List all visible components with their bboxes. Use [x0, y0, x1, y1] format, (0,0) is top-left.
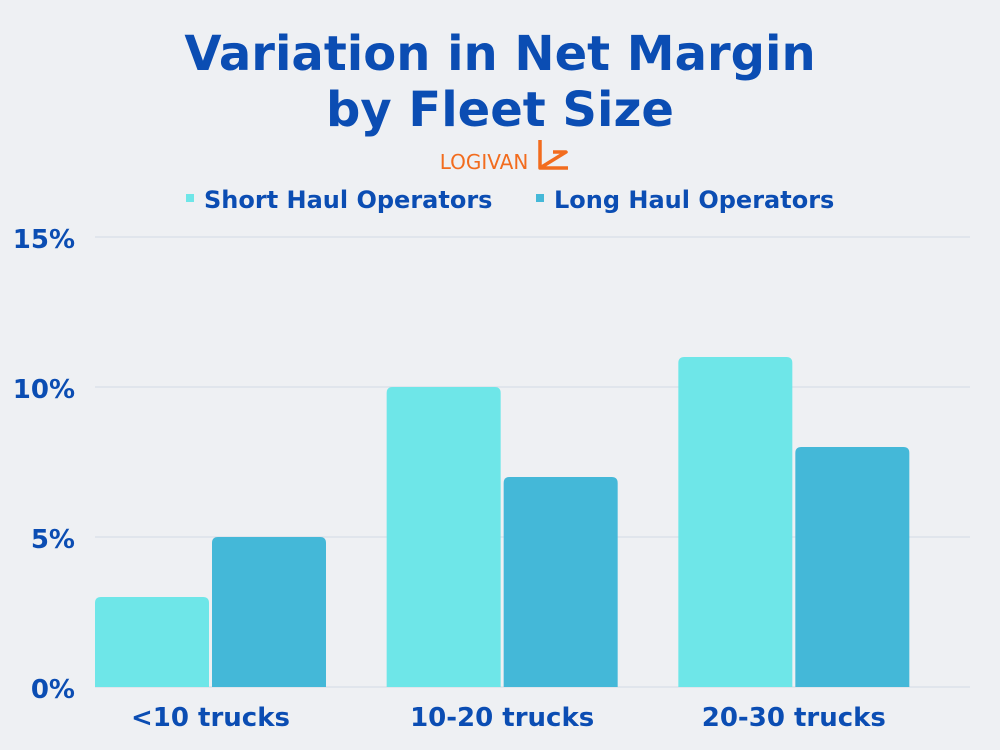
bar-long-haul-0	[212, 537, 326, 687]
legend-label: Short Haul Operators	[204, 186, 492, 214]
legend-swatch	[186, 194, 194, 202]
bar-short-haul-2	[678, 357, 793, 687]
y-axis-ticks: 0% 5% 10% 15%	[13, 225, 75, 705]
legend: Short Haul Operators Long Haul Operators	[186, 186, 834, 214]
brand-arrow-icon	[538, 140, 568, 170]
bar-short-haul-0	[95, 597, 209, 687]
bar-long-haul-1	[503, 477, 618, 687]
bar-short-haul-1	[386, 387, 501, 687]
y-tick-label: 5%	[31, 525, 75, 555]
x-axis-ticks: <10 trucks 10-20 trucks 20-30 trucks	[131, 703, 886, 733]
y-tick-label: 15%	[13, 225, 75, 255]
chart-title-line-2: by Fleet Size	[326, 82, 674, 138]
chart-title-line-1: Variation in Net Margin	[184, 26, 815, 82]
brand-logo-text: LOGIVAN	[440, 150, 529, 174]
brand-logo: LOGIVAN	[440, 140, 568, 174]
y-tick-label: 10%	[13, 375, 75, 405]
x-tick-label: 20-30 trucks	[702, 703, 886, 733]
x-tick-label: <10 trucks	[131, 703, 290, 733]
y-tick-label: 0%	[31, 675, 75, 705]
legend-swatch	[536, 194, 544, 202]
x-tick-label: 10-20 trucks	[410, 703, 594, 733]
bars	[95, 357, 910, 687]
bar-long-haul-2	[795, 447, 910, 687]
legend-label: Long Haul Operators	[554, 186, 834, 214]
